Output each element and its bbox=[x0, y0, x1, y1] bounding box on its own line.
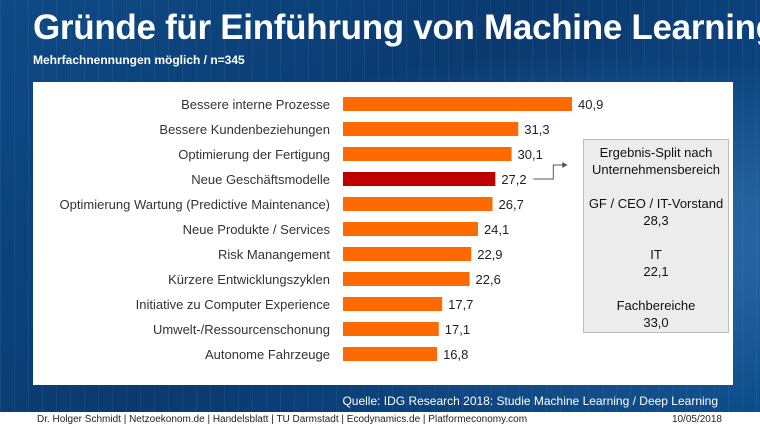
category-label: Risk Manangement bbox=[218, 247, 330, 262]
value-label: 26,7 bbox=[499, 197, 524, 212]
bar bbox=[343, 97, 573, 111]
value-label: 22,9 bbox=[477, 247, 502, 262]
bar bbox=[343, 322, 439, 336]
callout-heading-line1: Ergebnis-Split nach bbox=[599, 145, 713, 160]
split-callout-box: Ergebnis-Split nach Unternehmensbereich … bbox=[583, 139, 729, 333]
callout-group-value: 28,3 bbox=[643, 213, 669, 228]
category-label: Autonome Fahrzeuge bbox=[205, 347, 330, 362]
category-label: Neue Geschäftsmodelle bbox=[191, 172, 330, 187]
category-label: Optimierung Wartung (Predictive Maintena… bbox=[60, 197, 330, 212]
bar bbox=[343, 272, 470, 286]
bar bbox=[343, 222, 478, 236]
value-label: 16,8 bbox=[443, 347, 468, 362]
category-label: Umwelt-/Ressourcenschonung bbox=[153, 322, 330, 337]
subtitle: Mehrfachnennungen möglich / n=345 bbox=[33, 53, 245, 67]
bar bbox=[343, 147, 512, 161]
footer-bar: Dr. Holger Schmidt | Netzoekonom.de | Ha… bbox=[0, 412, 760, 428]
bar bbox=[343, 297, 443, 311]
callout-heading-line2: Unternehmensbereich bbox=[592, 162, 720, 177]
value-label: 22,6 bbox=[476, 272, 501, 287]
bar bbox=[343, 347, 438, 361]
highlight-bar bbox=[343, 172, 496, 186]
value-label: 40,9 bbox=[578, 97, 603, 112]
category-label: Bessere Kundenbeziehungen bbox=[159, 122, 330, 137]
value-label: 27,2 bbox=[501, 172, 526, 187]
callout-group-value: 22,1 bbox=[643, 264, 669, 279]
category-label: Optimierung der Fertigung bbox=[178, 147, 330, 162]
callout-connector bbox=[533, 164, 568, 180]
category-label: Initiative zu Computer Experience bbox=[136, 297, 330, 312]
bar bbox=[343, 197, 493, 211]
page-title: Gründe für Einführung von Machine Learni… bbox=[33, 8, 760, 47]
value-label: 17,1 bbox=[445, 322, 470, 337]
category-label: Bessere interne Prozesse bbox=[181, 97, 330, 112]
category-label: Kürzere Entwicklungszyklen bbox=[168, 272, 330, 287]
footer-credits: Dr. Holger Schmidt | Netzoekonom.de | Ha… bbox=[37, 414, 528, 425]
callout-group-label: GF / CEO / IT-Vorstand bbox=[588, 196, 724, 211]
callout-group-value: 33,0 bbox=[643, 315, 669, 330]
callout-group-label: Fachbereiche bbox=[616, 298, 696, 313]
value-label: 30,1 bbox=[518, 147, 543, 162]
value-label: 24,1 bbox=[484, 222, 509, 237]
bar bbox=[343, 122, 519, 136]
bar bbox=[343, 247, 472, 261]
value-label: 17,7 bbox=[448, 297, 473, 312]
category-label: Neue Produkte / Services bbox=[183, 222, 331, 237]
connector-arrowhead bbox=[562, 162, 568, 168]
footer-date: 10/05/2018 bbox=[671, 414, 722, 425]
value-label: 31,3 bbox=[524, 122, 549, 137]
source-note: Quelle: IDG Research 2018: Studie Machin… bbox=[342, 394, 718, 408]
bar-chart: Bessere interne Prozesse 40,9 Bessere Kund… bbox=[60, 97, 603, 362]
callout-group-label: IT bbox=[650, 247, 662, 262]
